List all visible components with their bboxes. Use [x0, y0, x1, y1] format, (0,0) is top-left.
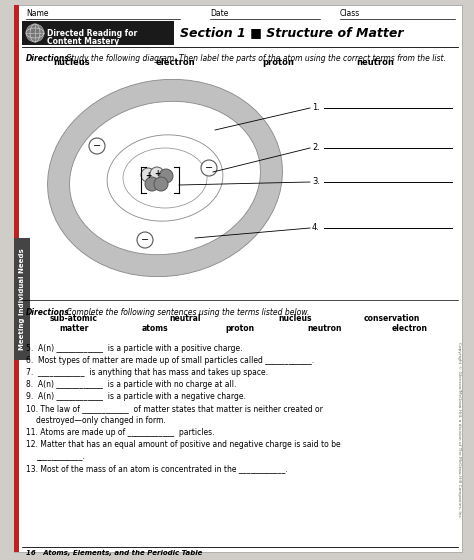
- Text: Study the following diagram. Then label the parts of the atom using the correct : Study the following diagram. Then label …: [64, 54, 446, 63]
- Circle shape: [26, 24, 44, 42]
- Text: 16   Atoms, Elements, and the Periodic Table: 16 Atoms, Elements, and the Periodic Tab…: [26, 550, 202, 556]
- Text: +: +: [154, 170, 160, 179]
- Text: Copyright © Glencoe/McGraw-Hill, a division of The McGraw-Hill Companies, Inc.: Copyright © Glencoe/McGraw-Hill, a divis…: [457, 342, 461, 518]
- Circle shape: [150, 167, 164, 181]
- Text: 6.  Most types of matter are made up of small particles called ____________.: 6. Most types of matter are made up of s…: [26, 356, 314, 365]
- Text: 5.  A(n) ____________  is a particle with a positive charge.: 5. A(n) ____________ is a particle with …: [26, 344, 243, 353]
- Ellipse shape: [107, 135, 223, 221]
- Text: Meeting Individual Needs: Meeting Individual Needs: [19, 248, 25, 350]
- Text: 7.  ____________  is anything that has mass and takes up space.: 7. ____________ is anything that has mas…: [26, 368, 268, 377]
- Text: Section 1 ■ Structure of Matter: Section 1 ■ Structure of Matter: [180, 26, 403, 40]
- Text: 3.: 3.: [312, 178, 320, 186]
- Ellipse shape: [47, 80, 283, 277]
- Text: destroyed—only changed in form.: destroyed—only changed in form.: [36, 416, 166, 425]
- Ellipse shape: [85, 116, 245, 240]
- Circle shape: [201, 160, 217, 176]
- Text: 11. Atoms are made up of ____________  particles.: 11. Atoms are made up of ____________ pa…: [26, 428, 215, 437]
- Text: conservation: conservation: [364, 314, 420, 323]
- Text: Directed Reading for: Directed Reading for: [47, 29, 137, 38]
- Circle shape: [154, 177, 168, 191]
- Text: Name: Name: [26, 9, 48, 18]
- Text: 8.  A(n) ____________  is a particle with no charge at all.: 8. A(n) ____________ is a particle with …: [26, 380, 237, 389]
- Circle shape: [159, 169, 173, 183]
- Text: atoms: atoms: [142, 324, 168, 333]
- Text: neutron: neutron: [308, 324, 342, 333]
- Text: nucleus: nucleus: [54, 58, 91, 67]
- Text: proton: proton: [226, 324, 255, 333]
- Text: 4.: 4.: [312, 223, 320, 232]
- Circle shape: [137, 232, 153, 248]
- Text: neutron: neutron: [356, 58, 394, 67]
- Text: 9.  A(n) ____________  is a particle with a negative charge.: 9. A(n) ____________ is a particle with …: [26, 392, 246, 401]
- Text: Complete the following sentences using the terms listed below.: Complete the following sentences using t…: [64, 308, 310, 317]
- Bar: [14, 5, 19, 552]
- Text: Class: Class: [340, 9, 360, 18]
- Ellipse shape: [70, 101, 260, 255]
- Text: +: +: [145, 170, 151, 180]
- Circle shape: [89, 138, 105, 154]
- Text: sub-atomic: sub-atomic: [50, 314, 98, 323]
- Text: 2.: 2.: [312, 143, 320, 152]
- Text: proton: proton: [262, 58, 294, 67]
- Text: −: −: [93, 141, 101, 151]
- Text: 1.: 1.: [312, 104, 320, 113]
- Text: nucleus: nucleus: [278, 314, 312, 323]
- Text: ____________.: ____________.: [36, 452, 85, 461]
- Circle shape: [145, 177, 159, 191]
- Bar: [22, 21, 174, 45]
- Text: Directions:: Directions:: [26, 54, 73, 63]
- Text: Date: Date: [210, 9, 228, 18]
- Ellipse shape: [123, 148, 207, 208]
- Text: electron: electron: [392, 324, 428, 333]
- Text: −: −: [141, 235, 149, 245]
- Text: Content Mastery: Content Mastery: [47, 37, 119, 46]
- Text: 12. Matter that has an equal amount of positive and negative charge is said to b: 12. Matter that has an equal amount of p…: [26, 440, 341, 449]
- Bar: [14, 238, 30, 360]
- Text: Directions:: Directions:: [26, 308, 73, 317]
- Text: −: −: [205, 163, 213, 173]
- Text: neutral: neutral: [169, 314, 201, 323]
- Text: matter: matter: [59, 324, 89, 333]
- Text: electron: electron: [155, 58, 195, 67]
- Circle shape: [141, 168, 155, 182]
- Text: 13. Most of the mass of an atom is concentrated in the ____________.: 13. Most of the mass of an atom is conce…: [26, 464, 288, 473]
- Text: 10. The law of ____________  of matter states that matter is neither created or: 10. The law of ____________ of matter st…: [26, 404, 323, 413]
